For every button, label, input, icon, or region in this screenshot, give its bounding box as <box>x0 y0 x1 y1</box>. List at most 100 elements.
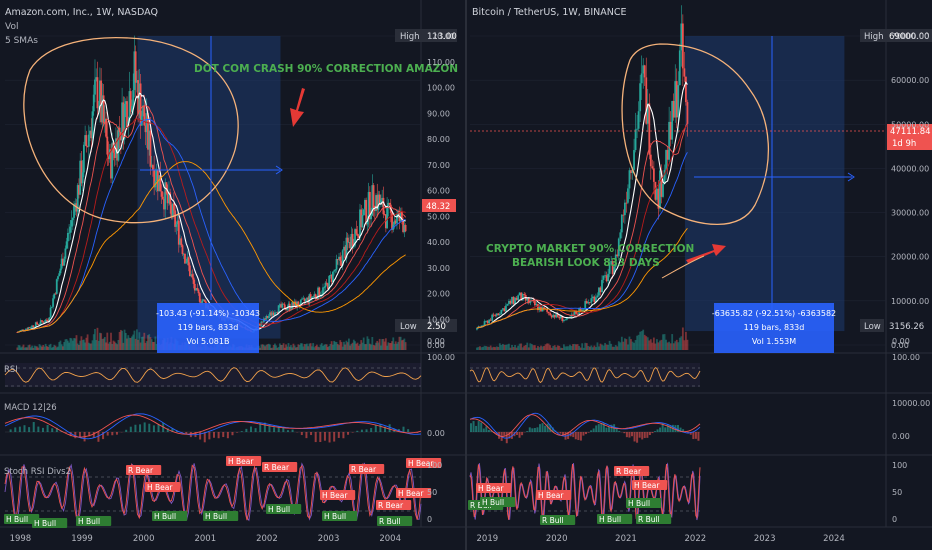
candle-body <box>138 83 141 115</box>
volume-bar <box>28 344 31 350</box>
candle-body <box>339 256 342 261</box>
volume-bar <box>373 345 376 350</box>
candle-body <box>38 323 41 325</box>
volume-bar <box>118 331 121 350</box>
macd-histogram-bar <box>480 422 483 432</box>
volume-bar <box>599 343 602 350</box>
macd-histogram-bar <box>139 424 142 432</box>
candle-body <box>657 188 660 209</box>
right-price-tick: 10000.00 <box>891 297 929 306</box>
volume-bar <box>304 344 307 350</box>
right-price-tick: 60000.00 <box>891 76 929 85</box>
volume-bar <box>359 344 361 350</box>
macd-histogram-bar <box>226 432 229 439</box>
volume-bar <box>485 346 487 350</box>
volume-bar <box>397 341 400 350</box>
candle-body <box>286 307 289 310</box>
macd-histogram-bar <box>602 423 605 432</box>
macd-histogram-bar <box>69 432 72 437</box>
candle-body <box>634 129 637 151</box>
candle-body <box>648 103 651 155</box>
candle-body <box>66 232 69 242</box>
candle-body <box>495 313 498 316</box>
volume-bar <box>317 346 319 350</box>
macd-histogram-bar <box>273 427 276 432</box>
volume-bar <box>637 334 640 350</box>
left-low-tag: Low <box>400 322 417 332</box>
volume-bar <box>514 344 516 350</box>
macd-histogram-bar <box>516 432 518 435</box>
volume-bar <box>680 336 683 350</box>
volume-bar <box>36 346 38 350</box>
candle-body <box>203 299 206 302</box>
candle-body <box>375 195 377 212</box>
volume-bar <box>285 344 287 350</box>
volume-bar <box>543 346 545 350</box>
volume-bar <box>133 330 136 350</box>
macd-histogram-bar <box>623 432 626 434</box>
candle-body <box>649 154 652 167</box>
candle-body <box>270 312 273 316</box>
candle-body <box>514 297 516 304</box>
candle-body <box>386 206 389 229</box>
stoch-k-line <box>469 462 701 522</box>
right-price-tick: 20000.00 <box>891 253 929 262</box>
volume-bar <box>135 329 138 350</box>
volume-bar <box>132 334 135 350</box>
volume-bar <box>403 338 406 350</box>
macd-left-axis-zero: 0.00 <box>427 429 445 438</box>
candle-body <box>678 50 681 86</box>
volume-bar <box>608 340 611 350</box>
left-stoch-bull-tag-box <box>377 516 413 526</box>
volume-bar <box>376 340 379 350</box>
candle-body <box>59 268 62 274</box>
volume-bar <box>111 343 114 350</box>
macd-histogram-bar <box>472 421 475 432</box>
sma-fast-line <box>476 81 688 329</box>
right-low-value: 3156.26 <box>889 322 924 332</box>
candle-body <box>133 51 136 91</box>
volume-bar <box>620 336 623 350</box>
macd-histogram-bar <box>562 432 564 435</box>
volume-bar <box>298 344 301 350</box>
volume-bar <box>591 347 594 350</box>
volume-bar <box>581 343 584 350</box>
candle-body <box>118 127 121 132</box>
volume-bar <box>662 334 664 350</box>
candle-body <box>29 327 32 329</box>
macd-histogram-bar <box>646 432 649 438</box>
candle-body <box>555 313 558 318</box>
right-annotation-line1: CRYPTO MARKET 90% CORRECTION <box>486 243 694 255</box>
volume-bar <box>75 335 78 350</box>
volume-bar <box>62 346 64 350</box>
volume-bar <box>269 344 271 350</box>
candle-body <box>34 322 37 327</box>
candle-body <box>602 275 605 280</box>
macd-histogram-bar <box>148 423 151 432</box>
volume-bar <box>674 341 677 350</box>
macd-histogram-bar <box>37 426 40 432</box>
candle-body <box>380 199 382 205</box>
volume-bar <box>643 334 646 350</box>
volume-bar <box>532 345 535 350</box>
candle-body <box>637 111 640 129</box>
volume-bar <box>488 346 491 350</box>
right-stoch-bull-tag-box <box>626 498 662 508</box>
volume-bar <box>492 346 495 350</box>
macd-histogram-bar <box>74 432 77 439</box>
candle-body <box>511 296 513 304</box>
candle-body <box>614 254 617 267</box>
right-stoch-bear-tag-box <box>614 466 650 476</box>
volume-bar <box>259 347 262 350</box>
macd-histogram-bar <box>579 432 582 441</box>
volume-bar <box>312 343 315 350</box>
candle-body <box>370 215 372 220</box>
right-last-price: 47111.84 <box>890 127 931 137</box>
volume-bar <box>87 342 90 350</box>
candle-body <box>172 203 175 211</box>
stoch-left-axis-100: 100 <box>427 461 442 470</box>
macd-histogram-bar <box>631 432 633 437</box>
volume-bar <box>90 343 93 350</box>
macd-histogram-bar <box>577 432 580 441</box>
candle-body <box>73 205 75 218</box>
